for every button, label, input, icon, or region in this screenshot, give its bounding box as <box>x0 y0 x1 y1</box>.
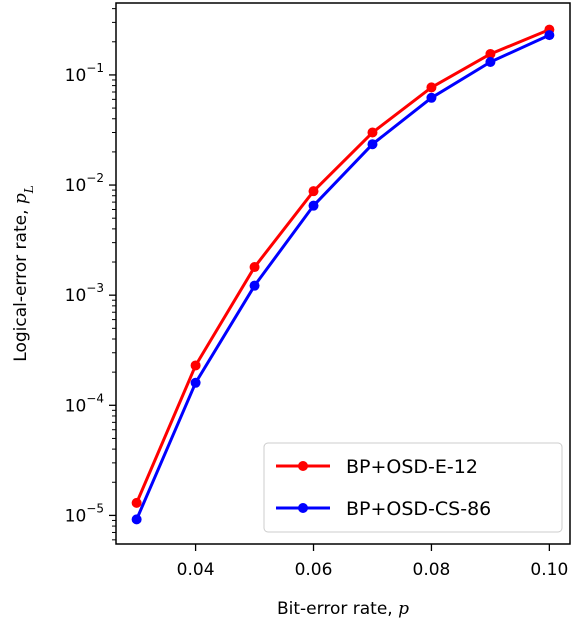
y-tick-label: 10−3 <box>65 281 104 306</box>
data-point <box>544 30 555 41</box>
data-point <box>190 377 201 388</box>
data-point <box>485 57 496 68</box>
legend-marker <box>298 461 308 471</box>
data-point <box>308 200 319 211</box>
legend-marker <box>298 503 308 513</box>
series-group <box>131 24 555 525</box>
x-tick-label: 0.10 <box>530 560 568 580</box>
x-tick-label: 0.04 <box>177 560 215 580</box>
y-tick-label: 10−1 <box>65 61 104 86</box>
legend-label: BP+OSD-CS-86 <box>346 498 491 520</box>
legend-box <box>263 442 563 533</box>
data-point <box>131 514 142 525</box>
plot-frame <box>115 2 571 545</box>
data-point <box>426 82 437 93</box>
axes: 10−5 10−4 10−3 10−2 10−1 0.04 0.06 0.08 0.10 <box>65 2 571 580</box>
data-point <box>485 48 496 59</box>
data-point <box>367 139 378 150</box>
data-point <box>190 360 201 371</box>
data-point <box>426 92 437 103</box>
data-point <box>367 127 378 138</box>
data-point <box>249 280 260 291</box>
y-tick-label: 10−4 <box>65 391 104 416</box>
data-point <box>249 262 260 273</box>
y-tick-label: 10−5 <box>65 501 104 526</box>
data-point <box>308 186 319 197</box>
series-line-1 <box>135 33 550 520</box>
legend: BP+OSD-E-12 BP+OSD-CS-86 <box>263 442 563 533</box>
y-axis-label: Logical-error rate, pL <box>11 185 36 362</box>
x-tick-label: 0.06 <box>295 560 333 580</box>
y-tick-label: 10−2 <box>65 171 104 196</box>
x-axis-label: Bit-error rate, p <box>277 599 409 619</box>
data-point <box>131 497 142 508</box>
series-line-0 <box>135 28 550 504</box>
legend-label: BP+OSD-E-12 <box>346 456 478 478</box>
x-tick-label: 0.08 <box>413 560 451 580</box>
